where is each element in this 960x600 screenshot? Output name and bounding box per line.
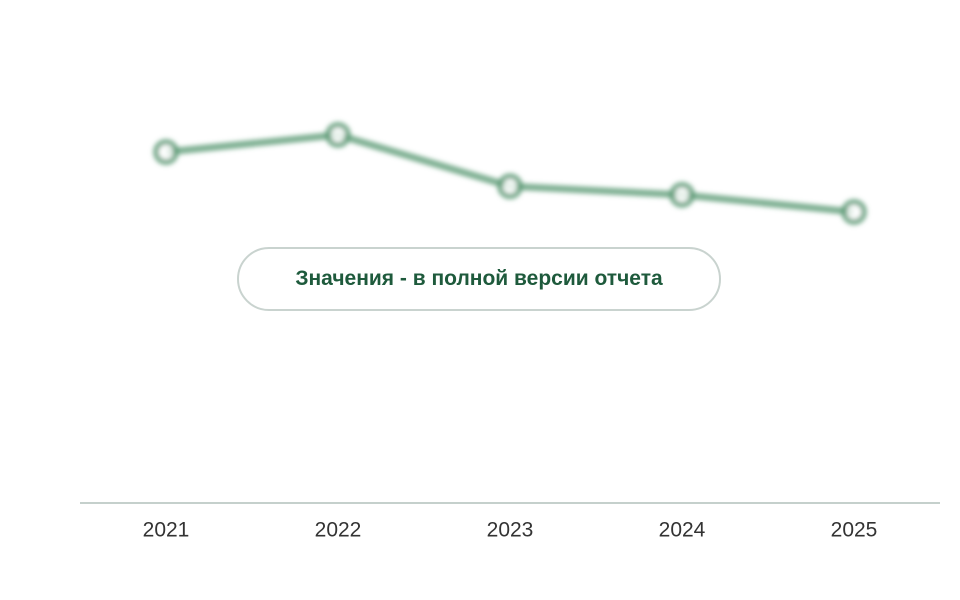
x-tick-label: 2024 — [659, 519, 706, 542]
x-tick-label: 2022 — [315, 519, 362, 542]
full-report-notice[interactable]: Значения - в полной версии отчета — [237, 247, 721, 311]
point — [153, 139, 179, 166]
point — [841, 198, 867, 225]
point — [669, 181, 695, 208]
x-axis: 2021 2022 2023 2024 2025 — [143, 519, 878, 542]
point — [325, 121, 351, 148]
x-tick-label: 2025 — [831, 519, 878, 542]
line-series — [153, 121, 867, 225]
x-tick-label: 2023 — [487, 519, 534, 542]
point — [497, 173, 523, 200]
x-tick-label: 2021 — [143, 519, 190, 542]
grid — [80, 72, 940, 504]
